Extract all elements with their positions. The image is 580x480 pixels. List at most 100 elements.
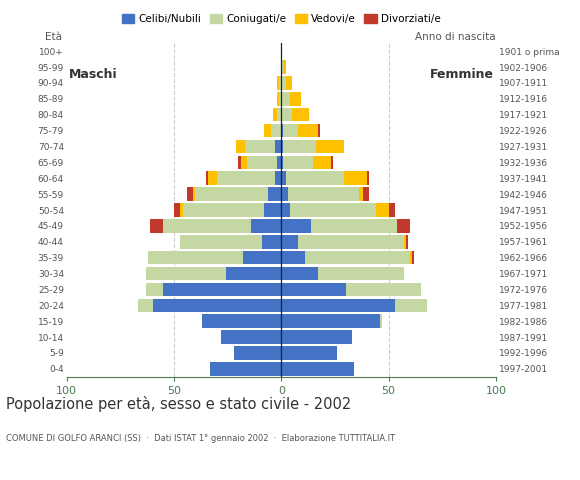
- Bar: [288, 187, 358, 201]
- Bar: [281, 60, 284, 74]
- Text: Anno di nascita: Anno di nascita: [415, 32, 496, 42]
- Bar: [281, 346, 337, 360]
- Text: Popolazione per età, sesso e stato civile - 2002: Popolazione per età, sesso e stato civil…: [6, 396, 351, 412]
- Bar: [180, 203, 183, 217]
- Bar: [180, 235, 262, 249]
- Bar: [164, 219, 251, 233]
- Bar: [208, 171, 217, 185]
- Bar: [242, 251, 281, 264]
- Bar: [284, 140, 316, 153]
- Bar: [299, 235, 404, 249]
- Bar: [290, 92, 300, 106]
- Bar: [281, 330, 352, 344]
- Bar: [397, 219, 410, 233]
- Bar: [281, 187, 288, 201]
- Bar: [281, 283, 346, 296]
- Bar: [380, 314, 382, 328]
- Bar: [343, 171, 367, 185]
- Bar: [226, 267, 281, 280]
- Bar: [281, 124, 284, 137]
- Bar: [284, 60, 285, 74]
- Legend: Celibi/Nubili, Coniugati/e, Vedovi/e, Divorziati/e: Celibi/Nubili, Coniugati/e, Vedovi/e, Di…: [118, 10, 445, 28]
- Bar: [318, 124, 320, 137]
- Bar: [150, 219, 164, 233]
- Bar: [281, 314, 380, 328]
- Bar: [363, 187, 369, 201]
- Bar: [318, 267, 404, 280]
- Bar: [281, 156, 284, 169]
- Bar: [281, 140, 284, 153]
- Bar: [221, 330, 281, 344]
- Bar: [404, 235, 406, 249]
- Bar: [281, 92, 290, 106]
- Bar: [284, 156, 313, 169]
- Bar: [277, 108, 281, 121]
- Bar: [264, 124, 270, 137]
- Bar: [273, 108, 277, 121]
- Bar: [153, 299, 281, 312]
- Bar: [311, 219, 397, 233]
- Bar: [245, 140, 275, 153]
- Bar: [164, 283, 281, 296]
- Bar: [211, 362, 281, 376]
- Bar: [187, 187, 193, 201]
- Bar: [236, 140, 245, 153]
- Bar: [146, 267, 226, 280]
- Text: COMUNE DI GOLFO ARANCI (SS)  ·  Dati ISTAT 1° gennaio 2002  ·  Elaborazione TUTT: COMUNE DI GOLFO ARANCI (SS) · Dati ISTAT…: [6, 434, 395, 444]
- Bar: [202, 314, 281, 328]
- Bar: [277, 92, 279, 106]
- Bar: [281, 219, 311, 233]
- Bar: [137, 299, 153, 312]
- Bar: [284, 124, 299, 137]
- Bar: [376, 203, 389, 217]
- Bar: [389, 203, 395, 217]
- Bar: [346, 283, 421, 296]
- Bar: [277, 156, 281, 169]
- Text: Età: Età: [45, 32, 63, 42]
- Bar: [238, 156, 241, 169]
- Bar: [277, 76, 279, 90]
- Bar: [281, 251, 305, 264]
- Bar: [251, 219, 281, 233]
- Bar: [305, 251, 410, 264]
- Bar: [193, 187, 195, 201]
- Bar: [281, 171, 285, 185]
- Bar: [247, 156, 277, 169]
- Bar: [264, 203, 281, 217]
- Bar: [281, 299, 395, 312]
- Bar: [292, 108, 309, 121]
- Bar: [285, 76, 292, 90]
- Bar: [241, 156, 247, 169]
- Bar: [275, 140, 281, 153]
- Bar: [148, 251, 242, 264]
- Bar: [331, 156, 333, 169]
- Bar: [367, 171, 369, 185]
- Bar: [281, 362, 354, 376]
- Bar: [313, 156, 331, 169]
- Bar: [299, 124, 318, 137]
- Bar: [281, 76, 285, 90]
- Bar: [174, 203, 180, 217]
- Text: Maschi: Maschi: [69, 69, 118, 82]
- Bar: [234, 346, 281, 360]
- Bar: [290, 203, 376, 217]
- Bar: [281, 108, 292, 121]
- Bar: [262, 235, 281, 249]
- Bar: [206, 171, 208, 185]
- Bar: [279, 92, 281, 106]
- Text: Femmine: Femmine: [430, 69, 494, 82]
- Bar: [285, 171, 343, 185]
- Bar: [358, 187, 363, 201]
- Bar: [146, 283, 164, 296]
- Bar: [275, 171, 281, 185]
- Bar: [183, 203, 264, 217]
- Bar: [281, 267, 318, 280]
- Bar: [281, 203, 290, 217]
- Bar: [217, 171, 275, 185]
- Bar: [412, 251, 414, 264]
- Bar: [279, 76, 281, 90]
- Bar: [406, 235, 408, 249]
- Bar: [410, 251, 412, 264]
- Bar: [281, 235, 299, 249]
- Bar: [395, 299, 427, 312]
